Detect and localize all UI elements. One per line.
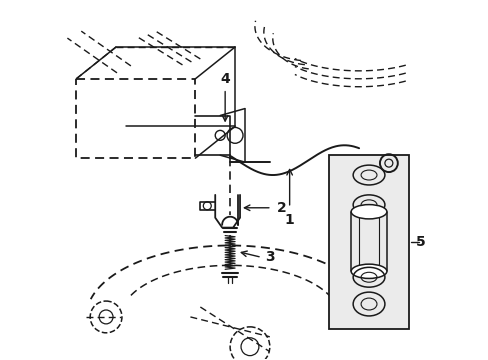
Bar [328, 155, 408, 329]
Text: 2: 2 [276, 201, 286, 215]
Text: 5: 5 [415, 234, 425, 248]
Text: 3: 3 [264, 251, 274, 264]
Text: 1: 1 [284, 213, 294, 227]
Text: 4: 4 [220, 72, 229, 86]
Ellipse shape [350, 204, 386, 219]
Ellipse shape [350, 264, 386, 278]
